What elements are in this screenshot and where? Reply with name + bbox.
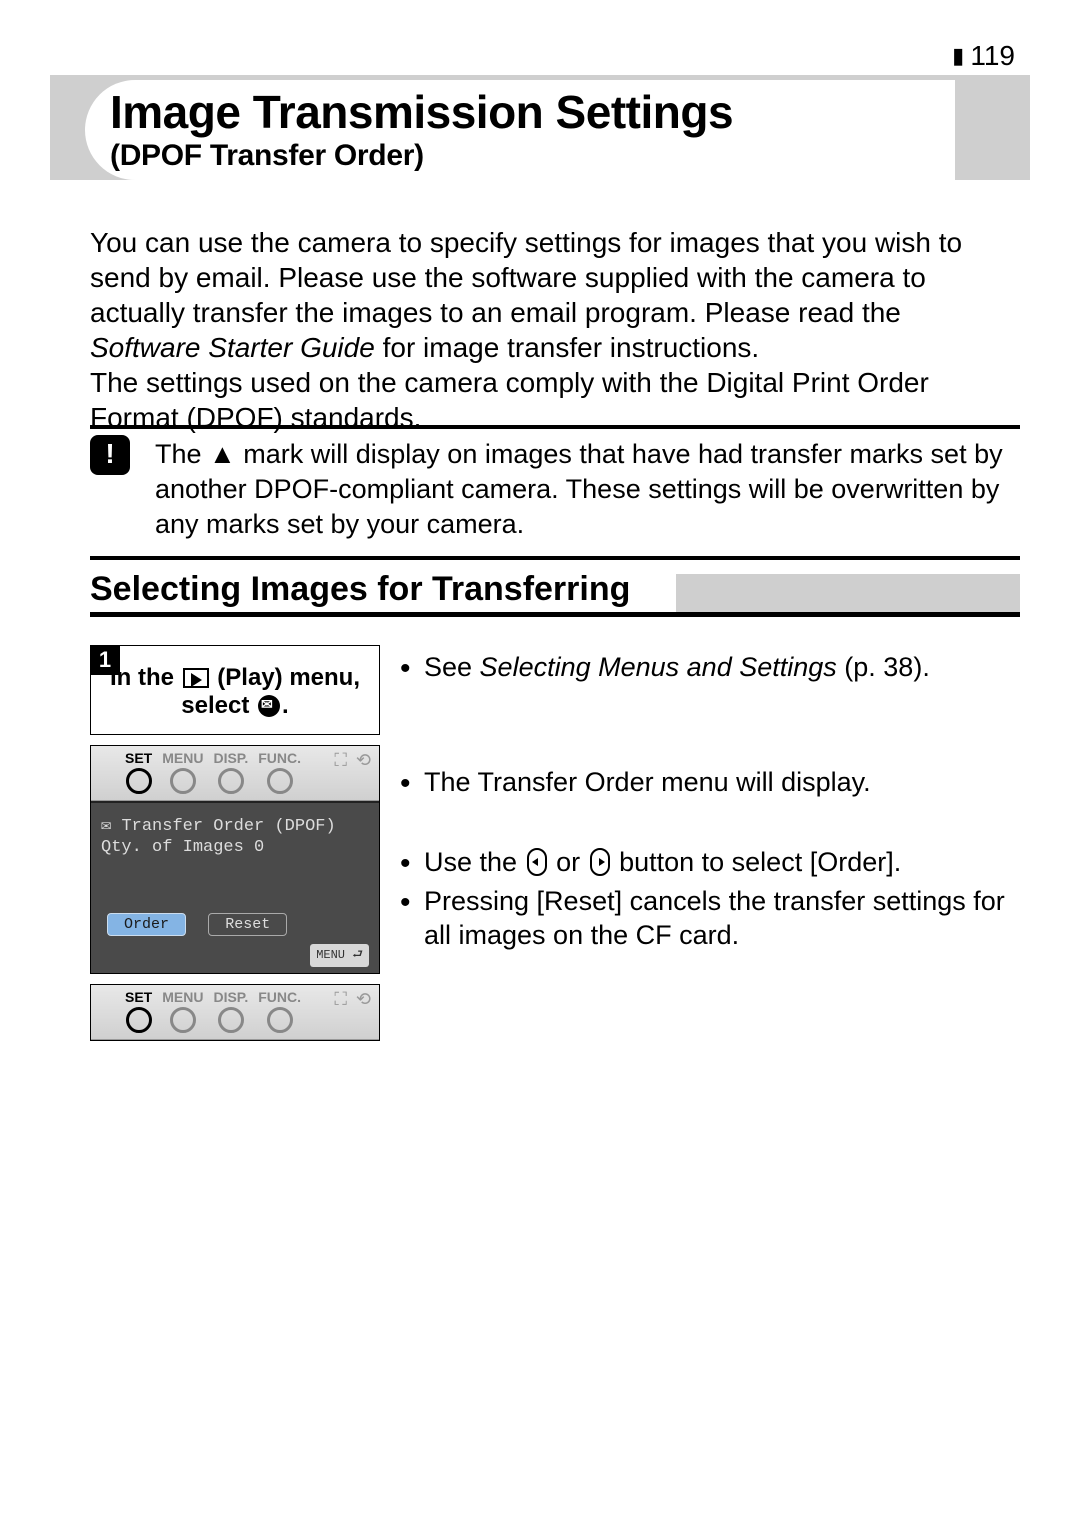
ctrl-menu: MENU: [162, 750, 203, 794]
ctrl-menu-label: MENU: [162, 750, 203, 766]
intro-em-software-guide: Software Starter Guide: [90, 332, 375, 363]
ctrl-disp-label: DISP.: [213, 989, 248, 1005]
ctrl-func: FUNC.: [258, 750, 301, 794]
step1-text-b: (Play) menu,: [211, 664, 360, 691]
page-number: 119: [952, 40, 1015, 72]
ctrl-extras-icon: ⛶ ⟲: [334, 989, 373, 1010]
dial-icon: [267, 768, 293, 794]
lcd-title-text: Transfer Order (DPOF): [121, 817, 335, 836]
intro-text-3: The settings used on the camera comply w…: [90, 367, 929, 433]
title-subtitle: (DPOF Transfer Order): [110, 139, 733, 173]
play-icon: [183, 668, 209, 688]
ctrl-set-label: SET: [125, 750, 152, 766]
dial-icon: [170, 768, 196, 794]
ctrl-disp: DISP.: [213, 989, 248, 1033]
lcd-title: ✉ Transfer Order (DPOF): [101, 815, 369, 836]
intro-text-1: You can use the camera to specify settin…: [90, 227, 962, 328]
right-nav-icon: [590, 848, 610, 876]
step1-text-d: .: [282, 692, 289, 719]
b1-em: Selecting Menus and Settings: [480, 652, 837, 682]
ctrl-func: FUNC.: [258, 989, 301, 1033]
ctrl-disp: DISP.: [213, 750, 248, 794]
ctrl-menu: MENU: [162, 989, 203, 1033]
dial-icon: [126, 1007, 152, 1033]
bullet-group-1: See Selecting Menus and Settings (p. 38)…: [400, 650, 1010, 689]
bullet-transfer-menu: The Transfer Order menu will display.: [400, 765, 1010, 800]
b3-b: or: [549, 847, 588, 877]
control-strip-2: SET MENU DISP. FUNC. ⛶ ⟲: [91, 746, 379, 801]
ctrl-set-label: SET: [125, 989, 152, 1005]
ctrl-menu-label: MENU: [162, 989, 203, 1005]
ctrl-disp-label: DISP.: [213, 750, 248, 766]
left-nav-icon: [527, 848, 547, 876]
alert-box: ! The ▲ mark will display on images that…: [90, 425, 1020, 560]
intro-paragraph: You can use the camera to specify settin…: [90, 225, 1000, 435]
intro-text-2: for image transfer instructions.: [375, 332, 759, 363]
transfer-menu-icon: [258, 695, 280, 717]
step1-text-a: In the: [110, 664, 181, 691]
step-2-box: 2 SET MENU DISP. FUNC. ⛶ ⟲ ✉ Transfer Or…: [90, 745, 380, 974]
lcd-reset-button: Reset: [208, 913, 287, 936]
ctrl-func-label: FUNC.: [258, 989, 301, 1005]
lcd-menu-badge: MENU ⮐: [310, 944, 369, 967]
b3-c: button to select [Order].: [612, 847, 902, 877]
title-block: Image Transmission Settings (DPOF Transf…: [110, 85, 733, 173]
title-main: Image Transmission Settings: [110, 85, 733, 139]
alert-text: The ▲ mark will display on images that h…: [155, 437, 1020, 542]
lcd-qty: Qty. of Images 0: [101, 838, 369, 857]
b3-a: Use the: [424, 847, 525, 877]
dial-icon: [218, 1007, 244, 1033]
step-3-box: 3 SET MENU DISP. FUNC. ⛶ ⟲: [90, 984, 380, 1041]
dial-icon: [267, 1007, 293, 1033]
dial-icon: [126, 768, 152, 794]
steps-column: 1 In the (Play) menu, select . 2 SET MEN…: [90, 645, 380, 1051]
dial-icon: [218, 768, 244, 794]
warning-triangle-icon: ▲: [209, 437, 236, 472]
ctrl-extras-icon: ⛶ ⟲: [334, 750, 373, 771]
section-heading: Selecting Images for Transferring: [90, 570, 1020, 617]
step1-text-c: select: [181, 692, 256, 719]
bullet-group-2: The Transfer Order menu will display.: [400, 765, 1010, 804]
alert-text-a: The: [155, 439, 209, 469]
bullet-group-3: Use the or button to select [Order]. Pre…: [400, 845, 1010, 957]
lcd-order-button: Order: [107, 913, 186, 936]
ctrl-set: SET: [125, 989, 152, 1033]
bullet-see-menus: See Selecting Menus and Settings (p. 38)…: [400, 650, 1010, 685]
lcd-screen: ✉ Transfer Order (DPOF) Qty. of Images 0…: [91, 801, 379, 973]
ctrl-set: SET: [125, 750, 152, 794]
dial-icon: [170, 1007, 196, 1033]
alert-exclaim-icon: !: [90, 435, 130, 475]
b1-b: (p. 38).: [837, 652, 930, 682]
alert-text-b: mark will display on images that have ha…: [155, 439, 1003, 539]
step-1-number: 1: [90, 645, 120, 675]
ctrl-func-label: FUNC.: [258, 750, 301, 766]
step-1-box: 1 In the (Play) menu, select .: [90, 645, 380, 735]
control-strip-3: SET MENU DISP. FUNC. ⛶ ⟲: [91, 985, 379, 1040]
bullet-reset: Pressing [Reset] cancels the transfer se…: [400, 884, 1010, 953]
b1-a: See: [424, 652, 480, 682]
bullet-use-buttons: Use the or button to select [Order].: [400, 845, 1010, 880]
